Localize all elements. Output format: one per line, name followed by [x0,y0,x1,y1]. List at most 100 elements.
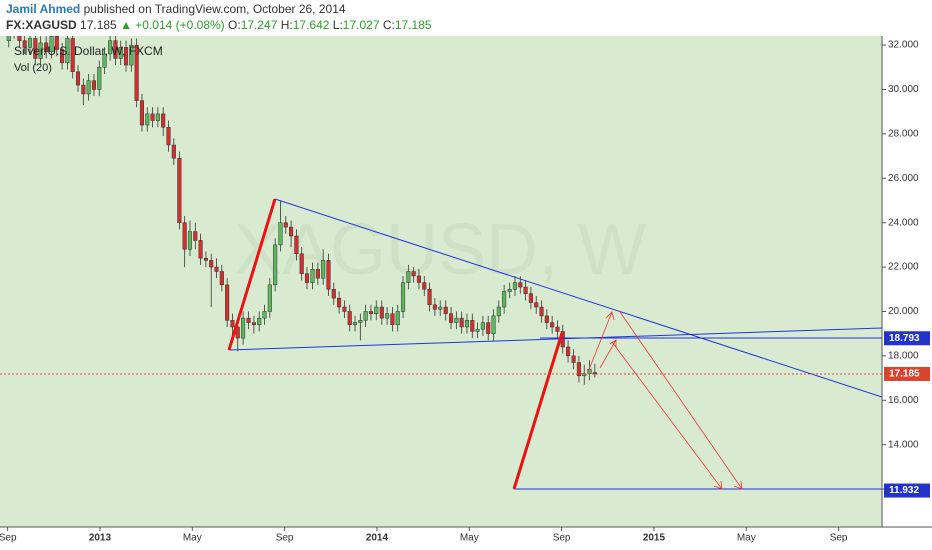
candle-body [523,286,528,294]
candle-body [22,40,27,48]
y-tick-label: 28.000 [888,129,919,140]
x-tick-label: May [183,533,202,544]
o-value: 17.247 [241,18,278,32]
candle-body [150,113,155,121]
candle-body [544,315,549,323]
y-tick-label: 26.000 [888,173,919,184]
candle-body [459,317,464,328]
projection-arrows [587,311,743,490]
last-price-label: 17.185 [889,369,920,380]
candle-body [273,244,278,286]
x-tick-label: May [737,533,756,544]
candle-body [267,284,272,312]
candle-body [379,306,384,319]
volume-label: Vol (20) [14,62,52,74]
candle-body [326,260,331,290]
candle-body [214,266,219,272]
candle-body [139,100,145,126]
candle-body [81,84,86,95]
y-tick-label: 24.000 [888,217,919,228]
header-line: Jamil Ahmed published on TradingView.com… [6,2,346,16]
candle-body [75,71,81,86]
candle-body [310,269,315,283]
candle-body [539,306,544,317]
candle-body [470,320,475,332]
y-tick-label: 30.000 [888,84,919,95]
candle-body [219,271,224,286]
price-label-box [884,331,930,346]
y-tick-label: 16.000 [888,395,919,406]
candle-body [102,53,107,68]
y-tick-label: 14.000 [888,439,919,450]
candle-body [17,36,22,41]
candle-body [134,44,139,101]
l-label: L: [333,18,343,32]
candle-body [518,282,523,288]
candle-body [374,306,379,314]
watermark: XAGUSD, W [234,210,646,290]
candle-body [257,317,262,326]
x-tick-label: 2014 [366,533,389,544]
candle-body [331,289,336,299]
l-value: 17.027 [343,18,380,32]
candle-body [352,322,358,326]
candle-body [33,38,38,59]
candle-body [177,158,182,223]
trend-line [274,198,882,398]
candle-body [507,289,512,292]
candle-body [566,346,571,357]
candle-body [60,49,65,64]
last: 17.185 [80,18,117,32]
candle-body [502,291,507,308]
candle-body [358,320,363,323]
y-tick-label: 32.000 [888,40,919,51]
candle-body [299,253,304,274]
symbol: FX:XAGUSD [6,18,77,32]
candle-body [262,311,267,319]
candle-body [27,38,33,48]
candle-body [230,320,235,328]
author[interactable]: Jamil Ahmed [6,2,80,16]
candle-body [395,311,400,326]
candle-body [198,240,203,259]
h-value: 17.642 [293,18,330,32]
h-label: H: [281,18,293,32]
change: ▲ +0.014 (+0.08%) [120,18,225,32]
y-tick-label: 20.000 [888,306,919,317]
candle-body [251,322,256,326]
candle-body [550,322,555,328]
candle-body [464,320,470,328]
last-price-box [884,366,930,381]
candle-body [123,47,129,66]
candle-body [491,315,496,334]
candle-body [118,47,123,59]
candle-body [390,313,395,326]
x-tick-label: Sep [830,533,848,544]
candle-body [486,322,491,334]
candle-body [406,271,411,283]
price-label: 18.793 [889,333,920,344]
candle-body [38,42,43,59]
candle-body [108,40,113,55]
candle-body [113,40,118,59]
candle-body [241,317,246,339]
candle-body [182,222,187,250]
candle-body [385,313,390,319]
candle-body [283,222,288,228]
candle-body [347,311,352,326]
candle-body [129,44,134,66]
candle-body [315,269,320,279]
candle-body [416,275,422,283]
candle-body [203,257,208,261]
x-tick-label: Sep [553,533,571,544]
candle-body [443,306,448,314]
candle-body [480,322,485,330]
c-label: C: [383,18,395,32]
candle-body [438,306,443,310]
candle-body [289,226,294,237]
candle-body [97,67,102,90]
chart-title: Silver/U.S. Dollar, W, FXCM [14,44,163,58]
candle-body [448,313,454,323]
candle-body [475,328,480,332]
o-label: O: [228,18,241,32]
